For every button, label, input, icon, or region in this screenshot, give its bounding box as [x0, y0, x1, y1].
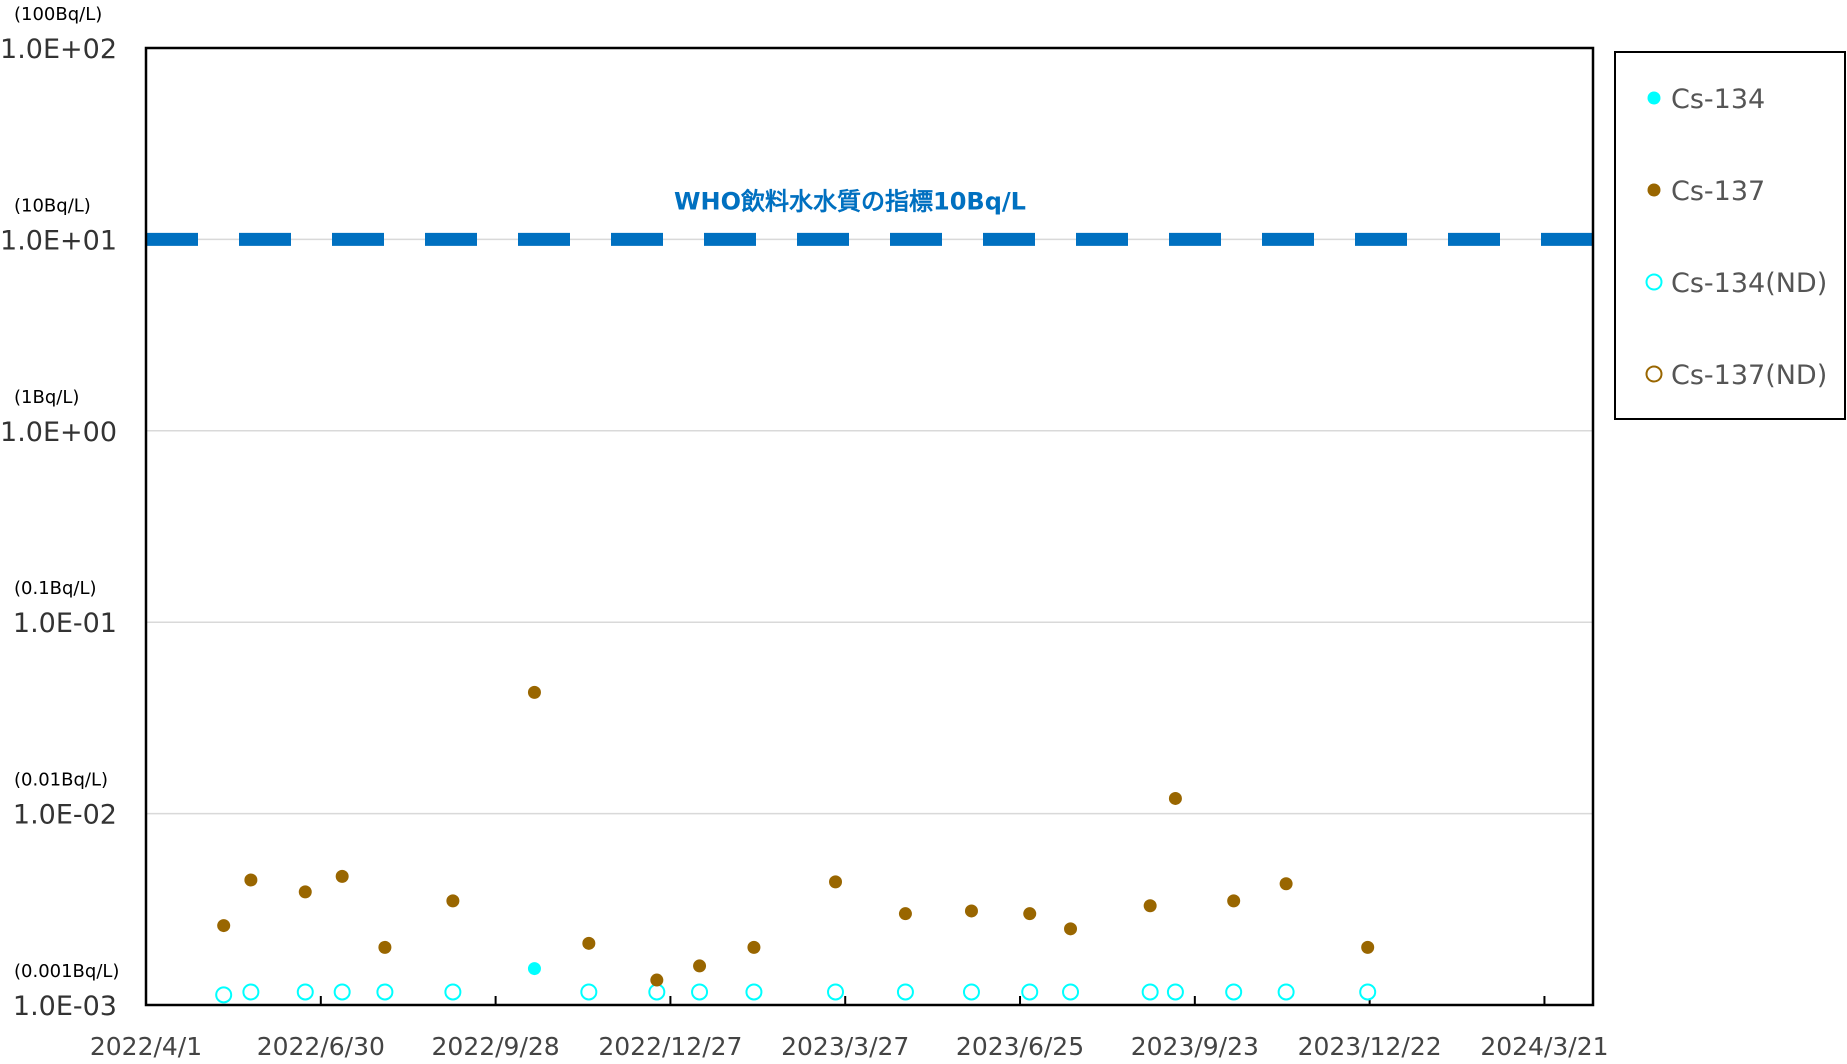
legend-label-cs-137: Cs-137: [1671, 176, 1765, 207]
point-cs-137: [1168, 791, 1182, 805]
legend-label-cs-134: Cs-134: [1671, 84, 1765, 115]
point-cs-137: [1227, 894, 1241, 908]
point-cs-134-nd: [580, 983, 598, 1001]
y-unit-label: (100Bq/L): [14, 4, 102, 25]
point-cs-134-nd: [1062, 983, 1080, 1001]
point-cs-134-nd: [1359, 983, 1377, 1001]
legend-marker-cs-134-nd: [1645, 273, 1663, 291]
legend-marker-cs-137-nd: [1645, 365, 1663, 383]
point-cs-137: [1143, 899, 1157, 913]
y-unit-label: (0.1Bq/L): [14, 578, 97, 599]
point-cs-137: [1361, 940, 1375, 954]
legend: Cs-134 Cs-137 Cs-134(ND) Cs-137(ND): [1614, 51, 1846, 420]
point-cs-137: [898, 907, 912, 921]
point-cs-134-nd: [1166, 983, 1184, 1001]
x-tick-label: 2023/12/22: [1298, 1032, 1442, 1061]
legend-box: [1614, 51, 1846, 420]
point-cs-137: [829, 875, 843, 889]
legend-label-cs-137-nd: Cs-137(ND): [1671, 360, 1827, 391]
point-cs-134-nd: [648, 983, 666, 1001]
point-cs-134-nd: [376, 983, 394, 1001]
y-tick-label: 1.0E-01: [13, 608, 117, 639]
y-unit-label: (0.001Bq/L): [14, 961, 119, 982]
point-cs-134-nd: [296, 983, 314, 1001]
y-unit-label: (0.01Bq/L): [14, 770, 108, 791]
gridlines: [146, 238, 1593, 815]
legend-label-cs-134-nd: Cs-134(ND): [1671, 268, 1827, 299]
point-cs-137: [693, 959, 707, 973]
y-tick-label: 1.0E-02: [13, 800, 117, 831]
point-cs-137: [217, 919, 231, 933]
x-tick-label: 2022/4/1: [90, 1032, 202, 1061]
point-cs-134-nd: [444, 983, 462, 1001]
reference-line-label: WHO飲料水水質の指標10Bq/L: [674, 187, 1026, 215]
point-cs-137: [747, 940, 761, 954]
point-cs-137: [1279, 877, 1293, 891]
point-cs-134-nd: [1225, 983, 1243, 1001]
legend-marker-cs-137: [1647, 183, 1661, 197]
point-cs-134-nd: [242, 983, 260, 1001]
y-unit-label: (1Bq/L): [14, 387, 79, 408]
point-cs-137: [335, 869, 349, 883]
point-cs-134-nd: [827, 983, 845, 1001]
point-cs-134-nd: [745, 983, 763, 1001]
x-tick-label: 2023/3/27: [781, 1032, 909, 1061]
point-cs-137: [446, 894, 460, 908]
point-cs-137: [964, 904, 978, 918]
point-cs-134-nd: [215, 986, 233, 1004]
y-tick-label: 1.0E+02: [0, 34, 117, 65]
point-cs-134-nd: [1141, 983, 1159, 1001]
plot-area-frame: [144, 46, 1595, 1007]
x-tick-label: 2023/6/25: [956, 1032, 1084, 1061]
point-cs-134-nd: [1021, 983, 1039, 1001]
x-tick-label: 2022/9/28: [432, 1032, 560, 1061]
x-tick-label: 2024/3/21: [1480, 1032, 1608, 1061]
point-cs-134-nd: [962, 983, 980, 1001]
y-unit-label: (10Bq/L): [14, 195, 91, 216]
point-cs-134-nd: [333, 983, 351, 1001]
data-points: [215, 685, 1377, 1004]
point-cs-134-nd: [896, 983, 914, 1001]
reference-line-group: WHO飲料水水質の指標10Bq/L: [146, 187, 1593, 246]
point-cs-134: [527, 962, 541, 976]
point-cs-137: [582, 936, 596, 950]
y-tick-label: 1.0E+01: [0, 225, 117, 256]
point-cs-137: [378, 940, 392, 954]
x-axis: 2022/4/1 2022/6/30 2022/9/28 2022/12/27 2023…: [90, 996, 1609, 1061]
legend-marker-cs-134: [1647, 91, 1661, 105]
y-tick-label: 1.0E+00: [0, 417, 117, 448]
point-cs-137: [244, 873, 258, 887]
x-tick-label: 2022/12/27: [598, 1032, 742, 1061]
x-tick-label: 2023/9/23: [1131, 1032, 1259, 1061]
point-cs-134-nd: [1277, 983, 1295, 1001]
point-cs-137: [650, 973, 664, 987]
y-tick-label: 1.0E-03: [13, 991, 117, 1022]
y-axis: 1.0E+02 (100Bq/L) 1.0E+01 (10Bq/L) 1.0E+00 (1…: [0, 4, 119, 1022]
point-cs-137: [298, 885, 312, 899]
point-cs-137: [527, 685, 541, 699]
x-tick-label: 2022/6/30: [257, 1032, 385, 1061]
point-cs-137: [1064, 922, 1078, 936]
point-cs-137: [1023, 907, 1037, 921]
point-cs-134-nd: [691, 983, 709, 1001]
